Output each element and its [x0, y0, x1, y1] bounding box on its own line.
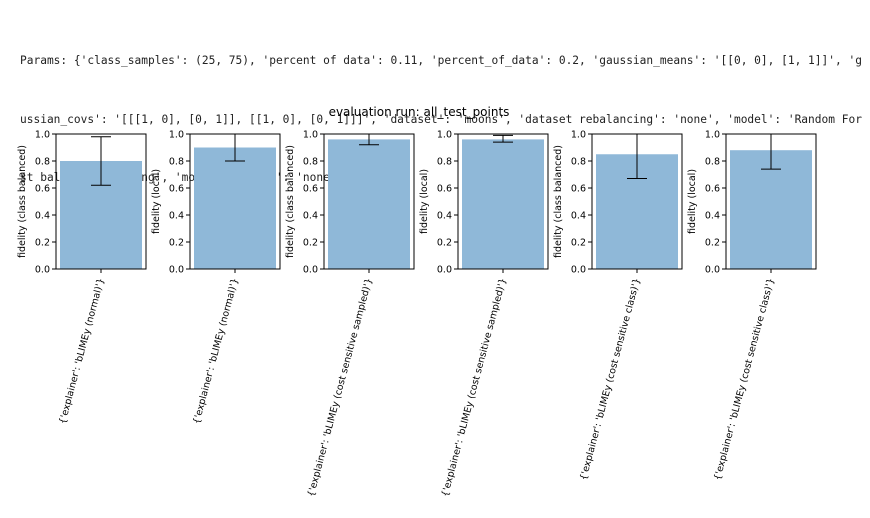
y-tick-label: 0.2 — [169, 238, 184, 249]
y-tick-label: 1.0 — [169, 130, 184, 141]
y-tick-label: 0.2 — [35, 238, 50, 249]
y-tick-label: 0.4 — [571, 211, 586, 222]
y-tick-label: 0.0 — [571, 265, 586, 276]
y-tick-label: 0.8 — [169, 157, 184, 168]
y-tick-label: 0.2 — [303, 238, 318, 249]
y-tick-label: 0.6 — [437, 184, 452, 195]
y-tick-label: 0.8 — [571, 157, 586, 168]
y-tick-label: 1.0 — [35, 130, 50, 141]
y-tick-label: 0.8 — [437, 157, 452, 168]
y-axis-label: fidelity (class balanced) — [553, 145, 564, 258]
y-tick-label: 0.2 — [705, 238, 720, 249]
panel-1: 0.0 0.2 0.4 0.6 0.8 1.0 fidelity (class balanc… — [17, 130, 147, 425]
y-tick-label: 0.6 — [303, 184, 318, 195]
y-axis-label: fidelity (class balanced) — [17, 145, 28, 258]
y-tick-label: 0.2 — [571, 238, 586, 249]
bar — [730, 150, 812, 269]
y-tick-label: 0.6 — [571, 184, 586, 195]
panel-2: 0.0 0.2 0.4 0.6 0.8 1.0 fidelity (local) {'expl… — [151, 130, 281, 425]
y-tick-label: 0.2 — [437, 238, 452, 249]
y-tick-label: 0.0 — [169, 265, 184, 276]
y-axis-label: fidelity (local) — [419, 169, 430, 234]
y-axis-label: fidelity (local) — [151, 169, 162, 234]
panel-3: 0.0 0.2 0.4 0.6 0.8 1.0 fidelity (class balanc… — [285, 130, 415, 498]
y-axis-label: fidelity (class balanced) — [285, 145, 296, 258]
y-tick-label: 1.0 — [571, 130, 586, 141]
chart-panels: 0.0 0.2 0.4 0.6 0.8 1.0 fidelity (class balanc… — [17, 130, 817, 498]
y-tick-label: 0.0 — [303, 265, 318, 276]
x-tick-label: {'explainer': 'bLIMEy (cost sensitive sa… — [306, 277, 375, 498]
params-line-1: Params: {'class_samples': (25, 75), 'per… — [20, 54, 862, 67]
y-tick-label: 0.4 — [303, 211, 318, 222]
y-tick-label: 0.4 — [705, 211, 720, 222]
y-tick-label: 0.4 — [35, 211, 50, 222]
y-tick-label: 0.0 — [705, 265, 720, 276]
y-tick-label: 0.0 — [437, 265, 452, 276]
y-tick-label: 1.0 — [437, 130, 452, 141]
panel-6: 0.0 0.2 0.4 0.6 0.8 1.0 fidelity (local) {'expl… — [687, 130, 817, 482]
y-tick-label: 0.8 — [35, 157, 50, 168]
y-tick-label: 1.0 — [303, 130, 318, 141]
params-line-2: ussian_covs': '[[[1, 0], [0, 1]], [[1, 0… — [20, 112, 862, 126]
panel-4: 0.0 0.2 0.4 0.6 0.8 1.0 fidelity (local) {'expl… — [419, 130, 549, 498]
y-axis-label: fidelity (local) — [687, 169, 698, 234]
panel-5: 0.0 0.2 0.4 0.6 0.8 1.0 fidelity (class balanc… — [553, 130, 683, 482]
y-tick-label: 0.6 — [169, 184, 184, 195]
x-tick-label: {'explainer': 'bLIMEy (cost sensitive sa… — [440, 277, 509, 498]
y-tick-label: 0.8 — [303, 157, 318, 168]
x-tick-label: {'explainer': 'bLIMEy (cost sensitive cl… — [712, 277, 777, 482]
y-tick-label: 0.6 — [35, 184, 50, 195]
chart-title: evaluation run: all_test_points — [329, 105, 510, 119]
bar — [194, 147, 276, 269]
x-tick-label: {'explainer': 'bLIMEy (normal)'} — [57, 277, 107, 425]
y-tick-label: 0.4 — [169, 211, 184, 222]
y-tick-label: 1.0 — [705, 130, 720, 141]
y-tick-label: 0.8 — [705, 157, 720, 168]
x-tick-label: {'explainer': 'bLIMEy (normal)'} — [191, 277, 241, 425]
x-tick-label: {'explainer': 'bLIMEy (cost sensitive cl… — [578, 277, 643, 482]
y-tick-label: 0.6 — [705, 184, 720, 195]
bar — [462, 139, 544, 269]
y-tick-label: 0.4 — [437, 211, 452, 222]
bar — [328, 139, 410, 269]
y-tick-label: 0.0 — [35, 265, 50, 276]
